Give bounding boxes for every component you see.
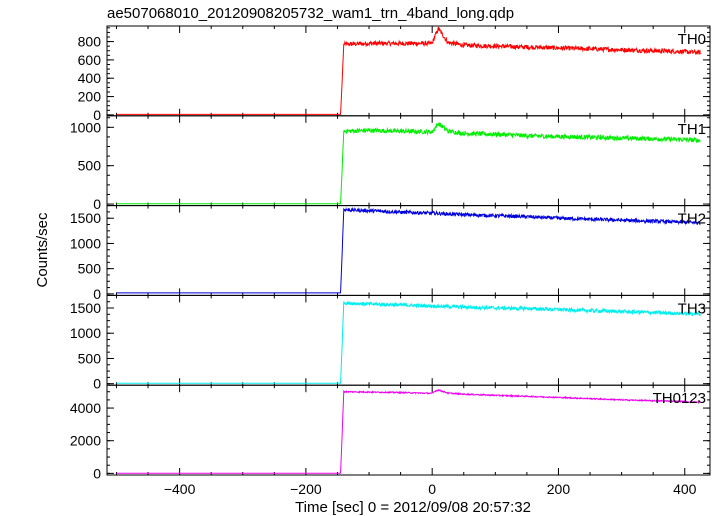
panel-th0123: 0 2000 4000 TH0123 xyxy=(70,384,711,481)
y-tick-label: 1000 xyxy=(70,325,101,341)
x-tick-label: 400 xyxy=(673,481,697,497)
y-tick-label: 0 xyxy=(93,465,101,481)
y-tick-label: 1000 xyxy=(70,235,101,251)
y-tick-label: 500 xyxy=(78,158,102,174)
y-tick-label: 0 xyxy=(93,286,101,302)
panels: 0 200 400 600 800 TH0 0 500 1000 TH1 0 500 1000 1500 T… xyxy=(70,25,711,481)
y-tick-label: 2000 xyxy=(70,433,101,449)
series-line-th2 xyxy=(116,206,701,294)
chart-title: ae507068010_20120908205732_wam1_trn_4ban… xyxy=(107,5,514,22)
panel-frame xyxy=(106,384,711,476)
y-tick-label: 600 xyxy=(78,52,102,68)
series-label-th0: TH0 xyxy=(678,31,706,48)
y-tick-label: 1000 xyxy=(70,119,101,135)
y-tick-label: 1500 xyxy=(70,300,101,316)
x-tick-label: −400 xyxy=(164,481,196,497)
y-tick-label: 400 xyxy=(78,70,102,86)
y-tick-label: 0 xyxy=(93,376,101,392)
panel-th3: 0 500 1000 1500 TH3 xyxy=(70,294,711,392)
series-label-th1: TH1 xyxy=(678,121,706,138)
series-label-th0123: TH0123 xyxy=(653,390,706,407)
series-line-th1 xyxy=(116,122,701,205)
y-axis-label: Counts/sec xyxy=(34,212,51,288)
series-line-th0123 xyxy=(116,388,701,474)
y-tick-label: 0 xyxy=(93,107,101,123)
y-tick-label: 0 xyxy=(93,196,101,212)
series-line-th0 xyxy=(116,26,701,115)
series-line-th3 xyxy=(116,301,701,384)
series-label-th2: TH2 xyxy=(678,211,706,228)
panel-frame xyxy=(106,25,711,117)
panel-frame xyxy=(106,205,711,296)
y-tick-label: 1500 xyxy=(70,210,101,226)
x-axis: −400 −200 0 200 400 xyxy=(164,481,697,497)
y-tick-label: 4000 xyxy=(70,400,101,416)
panel-frame xyxy=(106,294,711,386)
x-tick-label: 0 xyxy=(428,481,436,497)
panel-th2: 0 500 1000 1500 TH2 xyxy=(70,205,711,302)
panel-th1: 0 500 1000 TH1 xyxy=(70,115,711,212)
y-tick-label: 500 xyxy=(78,261,102,277)
x-tick-label: 200 xyxy=(547,481,571,497)
series-label-th3: TH3 xyxy=(678,300,706,317)
y-tick-label: 500 xyxy=(78,350,102,366)
y-tick-label: 800 xyxy=(78,34,102,50)
x-tick-label: −200 xyxy=(290,481,322,497)
panel-th0: 0 200 400 600 800 TH0 xyxy=(78,25,711,123)
x-axis-label: Time [sec] 0 = 2012/09/08 20:57:32 xyxy=(295,499,531,516)
y-tick-label: 200 xyxy=(78,89,102,105)
